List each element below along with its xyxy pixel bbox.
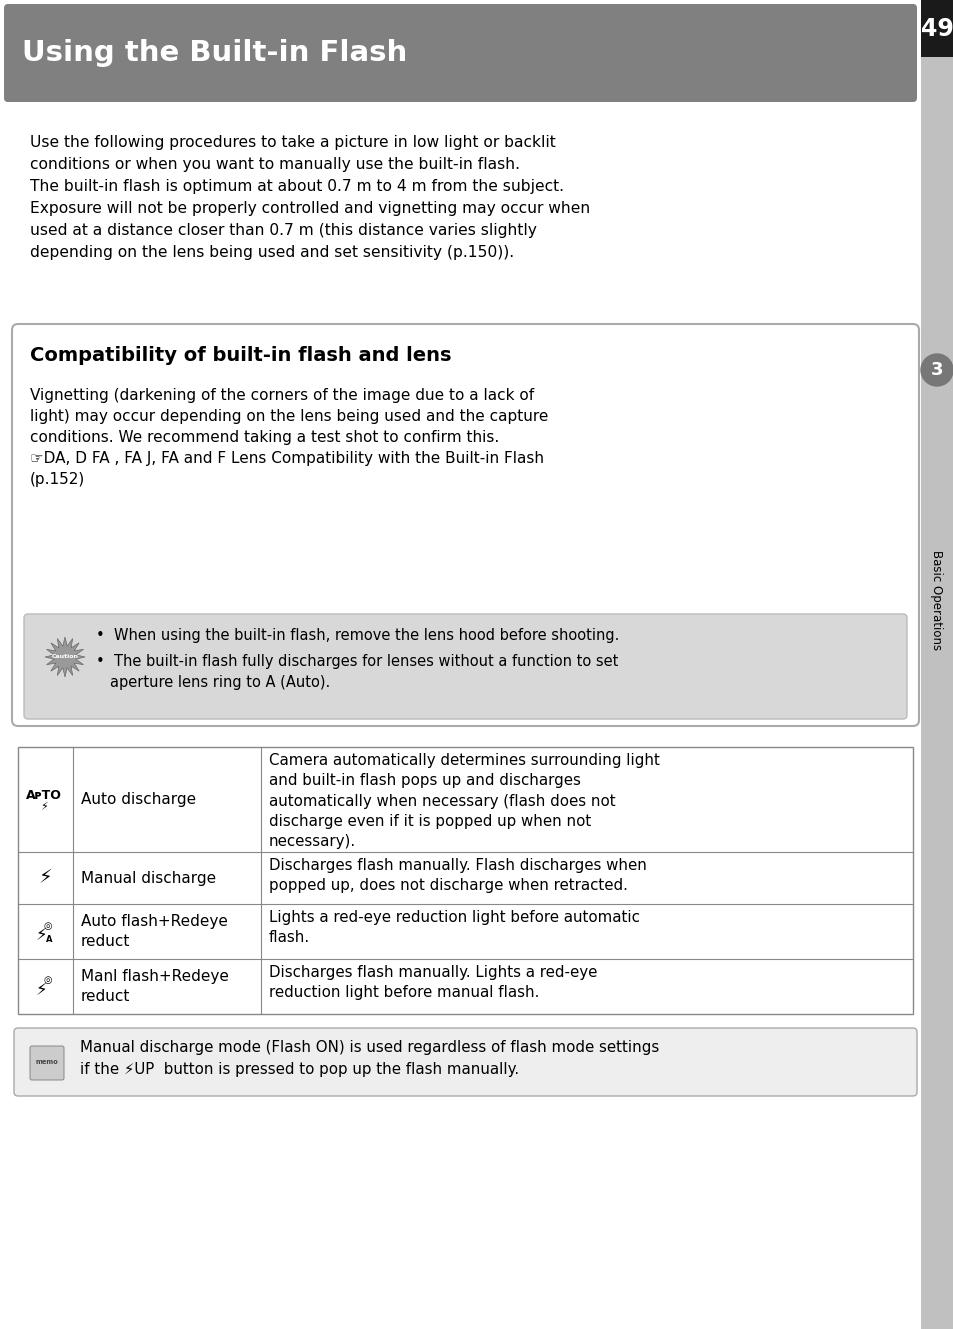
Text: Camera automatically determines surrounding light
and built-in flash pops up and: Camera automatically determines surround… bbox=[269, 754, 659, 849]
Text: 3: 3 bbox=[930, 361, 943, 379]
Text: ⚡: ⚡ bbox=[38, 868, 52, 888]
Circle shape bbox=[920, 354, 952, 385]
Bar bbox=[920, 0, 953, 57]
Text: Compatibility of built-in flash and lens: Compatibility of built-in flash and lens bbox=[30, 346, 451, 365]
FancyBboxPatch shape bbox=[14, 1029, 916, 1096]
Text: Caution: Caution bbox=[51, 654, 78, 659]
Text: ⚡: ⚡ bbox=[35, 982, 48, 999]
Bar bbox=[920, 0, 953, 1329]
Text: The built-in flash is optimum at about 0.7 m to 4 m from the subject.: The built-in flash is optimum at about 0… bbox=[30, 179, 563, 194]
Text: (p.152): (p.152) bbox=[30, 472, 85, 486]
Text: Lights a red-eye reduction light before automatic
flash.: Lights a red-eye reduction light before … bbox=[269, 910, 639, 945]
Bar bbox=[18, 747, 912, 1014]
Text: Auto discharge: Auto discharge bbox=[81, 792, 196, 807]
Text: Manual discharge: Manual discharge bbox=[81, 870, 216, 885]
Text: used at a distance closer than 0.7 m (this distance varies slightly: used at a distance closer than 0.7 m (th… bbox=[30, 223, 537, 238]
Text: Basic Operations: Basic Operations bbox=[929, 550, 943, 650]
Text: Discharges flash manually. Flash discharges when
popped up, does not discharge w: Discharges flash manually. Flash dischar… bbox=[269, 859, 646, 893]
Text: Use the following procedures to take a picture in low light or backlit: Use the following procedures to take a p… bbox=[30, 136, 556, 150]
Text: conditions. We recommend taking a test shot to confirm this.: conditions. We recommend taking a test s… bbox=[30, 431, 498, 445]
Text: if the ⚡UP  button is pressed to pop up the flash manually.: if the ⚡UP button is pressed to pop up t… bbox=[80, 1062, 518, 1076]
Text: ⚡: ⚡ bbox=[35, 926, 48, 945]
FancyBboxPatch shape bbox=[4, 4, 916, 102]
Text: •  The built-in flash fully discharges for lenses without a function to set: • The built-in flash fully discharges fo… bbox=[96, 654, 618, 668]
FancyBboxPatch shape bbox=[24, 614, 906, 719]
Text: Manl flash+Redeye
reduct: Manl flash+Redeye reduct bbox=[81, 969, 229, 1003]
Text: Manual discharge mode (Flash ON) is used regardless of flash mode settings: Manual discharge mode (Flash ON) is used… bbox=[80, 1041, 659, 1055]
Text: ☞DA, D FA , FA J, FA and F Lens Compatibility with the Built-in Flash: ☞DA, D FA , FA J, FA and F Lens Compatib… bbox=[30, 451, 543, 466]
Polygon shape bbox=[45, 637, 85, 676]
Text: Auto flash+Redeye
reduct: Auto flash+Redeye reduct bbox=[81, 914, 228, 949]
Text: Using the Built-in Flash: Using the Built-in Flash bbox=[22, 39, 407, 66]
FancyBboxPatch shape bbox=[12, 324, 918, 726]
Text: Exposure will not be properly controlled and vignetting may occur when: Exposure will not be properly controlled… bbox=[30, 201, 590, 217]
Text: depending on the lens being used and set sensitivity (p.150)).: depending on the lens being used and set… bbox=[30, 245, 514, 260]
Text: ◎: ◎ bbox=[43, 975, 51, 986]
Text: conditions or when you want to manually use the built-in flash.: conditions or when you want to manually … bbox=[30, 157, 519, 171]
Text: ⚡: ⚡ bbox=[40, 803, 48, 812]
Text: memo: memo bbox=[35, 1059, 58, 1065]
Text: A: A bbox=[46, 936, 52, 944]
Text: ◎: ◎ bbox=[43, 921, 51, 930]
Text: Discharges flash manually. Lights a red-eye
reduction light before manual flash.: Discharges flash manually. Lights a red-… bbox=[269, 965, 597, 1001]
Text: AᴘTO: AᴘTO bbox=[26, 789, 61, 801]
Text: aperture lens ring to A (Auto).: aperture lens ring to A (Auto). bbox=[110, 675, 330, 690]
Text: 49: 49 bbox=[920, 16, 952, 40]
FancyBboxPatch shape bbox=[30, 1046, 64, 1080]
Text: Vignetting (darkening of the corners of the image due to a lack of: Vignetting (darkening of the corners of … bbox=[30, 388, 534, 403]
Text: light) may occur depending on the lens being used and the capture: light) may occur depending on the lens b… bbox=[30, 409, 548, 424]
Text: •  When using the built-in flash, remove the lens hood before shooting.: • When using the built-in flash, remove … bbox=[96, 629, 618, 643]
